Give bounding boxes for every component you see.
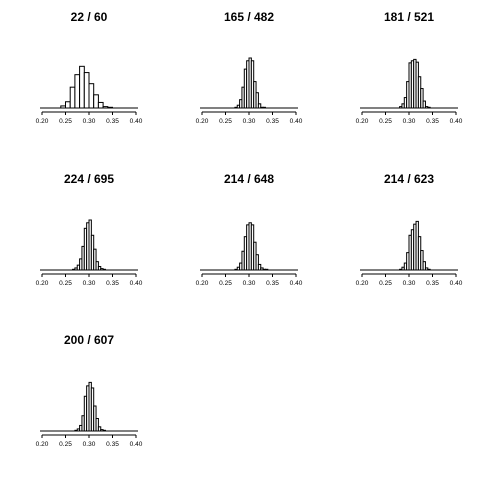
x-tick-label: 0.20 [356, 280, 369, 287]
x-tick-label: 0.40 [130, 280, 143, 287]
x-tick-label: 0.35 [266, 280, 279, 287]
x-tick-label: 0.30 [83, 118, 96, 125]
panel-title: 165 / 482 [224, 10, 274, 24]
x-tick-label: 0.30 [403, 280, 416, 287]
x-tick-label: 0.35 [106, 441, 119, 448]
histogram-bar [88, 83, 95, 109]
histogram-panel-4: 224 / 695 0.20 0.25 0.30 0.35 0.40 [36, 172, 143, 287]
x-tick-label: 0.40 [290, 118, 303, 125]
panel-title: 224 / 695 [64, 172, 114, 186]
x-tick-label: 0.20 [356, 118, 369, 125]
x-tick-label: 0.30 [243, 280, 256, 287]
panel-title: 181 / 521 [384, 10, 434, 24]
histogram-bar [97, 101, 104, 109]
x-tick-label: 0.25 [379, 280, 392, 287]
panel-title: 22 / 60 [71, 10, 108, 24]
x-tick-label: 0.40 [130, 118, 143, 125]
histogram-panel-1: 22 / 60 0.20 0.25 0.30 0.35 0.40 [36, 10, 143, 125]
x-tick-label: 0.40 [450, 280, 463, 287]
x-tick-label: 0.35 [426, 280, 439, 287]
x-tick-label: 0.25 [59, 118, 72, 125]
x-tick-label: 0.40 [130, 441, 143, 448]
x-tick-label: 0.25 [219, 118, 232, 125]
panel-title: 214 / 648 [224, 172, 274, 186]
x-tick-label: 0.35 [266, 118, 279, 125]
x-tick-label: 0.40 [450, 118, 463, 125]
panel-title: 214 / 623 [384, 172, 434, 186]
x-tick-label: 0.20 [36, 280, 49, 287]
panel-title: 200 / 607 [64, 333, 114, 347]
x-tick-label: 0.30 [83, 280, 96, 287]
histogram-bar [79, 65, 85, 109]
histogram-panel-5: 214 / 648 0.20 0.25 0.30 0.35 0.40 [196, 172, 303, 287]
x-tick-label: 0.25 [219, 280, 232, 287]
x-tick-label: 0.35 [106, 118, 119, 125]
histogram-bar [93, 94, 99, 109]
histogram-bar [74, 74, 81, 109]
histogram-panel-2: 165 / 482 0.20 0.25 0.30 0.35 0.40 [196, 10, 303, 125]
x-tick-label: 0.30 [243, 118, 256, 125]
x-tick-label: 0.20 [36, 441, 49, 448]
x-tick-label: 0.20 [196, 118, 209, 125]
x-tick-label: 0.30 [403, 118, 416, 125]
x-tick-label: 0.25 [379, 118, 392, 125]
x-tick-label: 0.25 [59, 280, 72, 287]
x-tick-label: 0.25 [59, 441, 72, 448]
x-tick-label: 0.20 [196, 280, 209, 287]
histogram-bar [83, 72, 90, 109]
histogram-panel-6: 214 / 623 0.20 0.25 0.30 0.35 0.40 [356, 172, 463, 287]
histogram-bar [69, 86, 76, 109]
histogram-bar [65, 101, 71, 109]
x-tick-label: 0.35 [106, 280, 119, 287]
histogram-panel-3: 181 / 521 0.20 0.25 0.30 0.35 0.40 [356, 10, 463, 125]
x-tick-label: 0.40 [290, 280, 303, 287]
x-tick-label: 0.20 [36, 118, 49, 125]
x-tick-label: 0.35 [426, 118, 439, 125]
histogram-panel-7: 200 / 607 0.20 0.25 0.30 0.35 0.40 [36, 333, 143, 448]
x-tick-label: 0.30 [83, 441, 96, 448]
